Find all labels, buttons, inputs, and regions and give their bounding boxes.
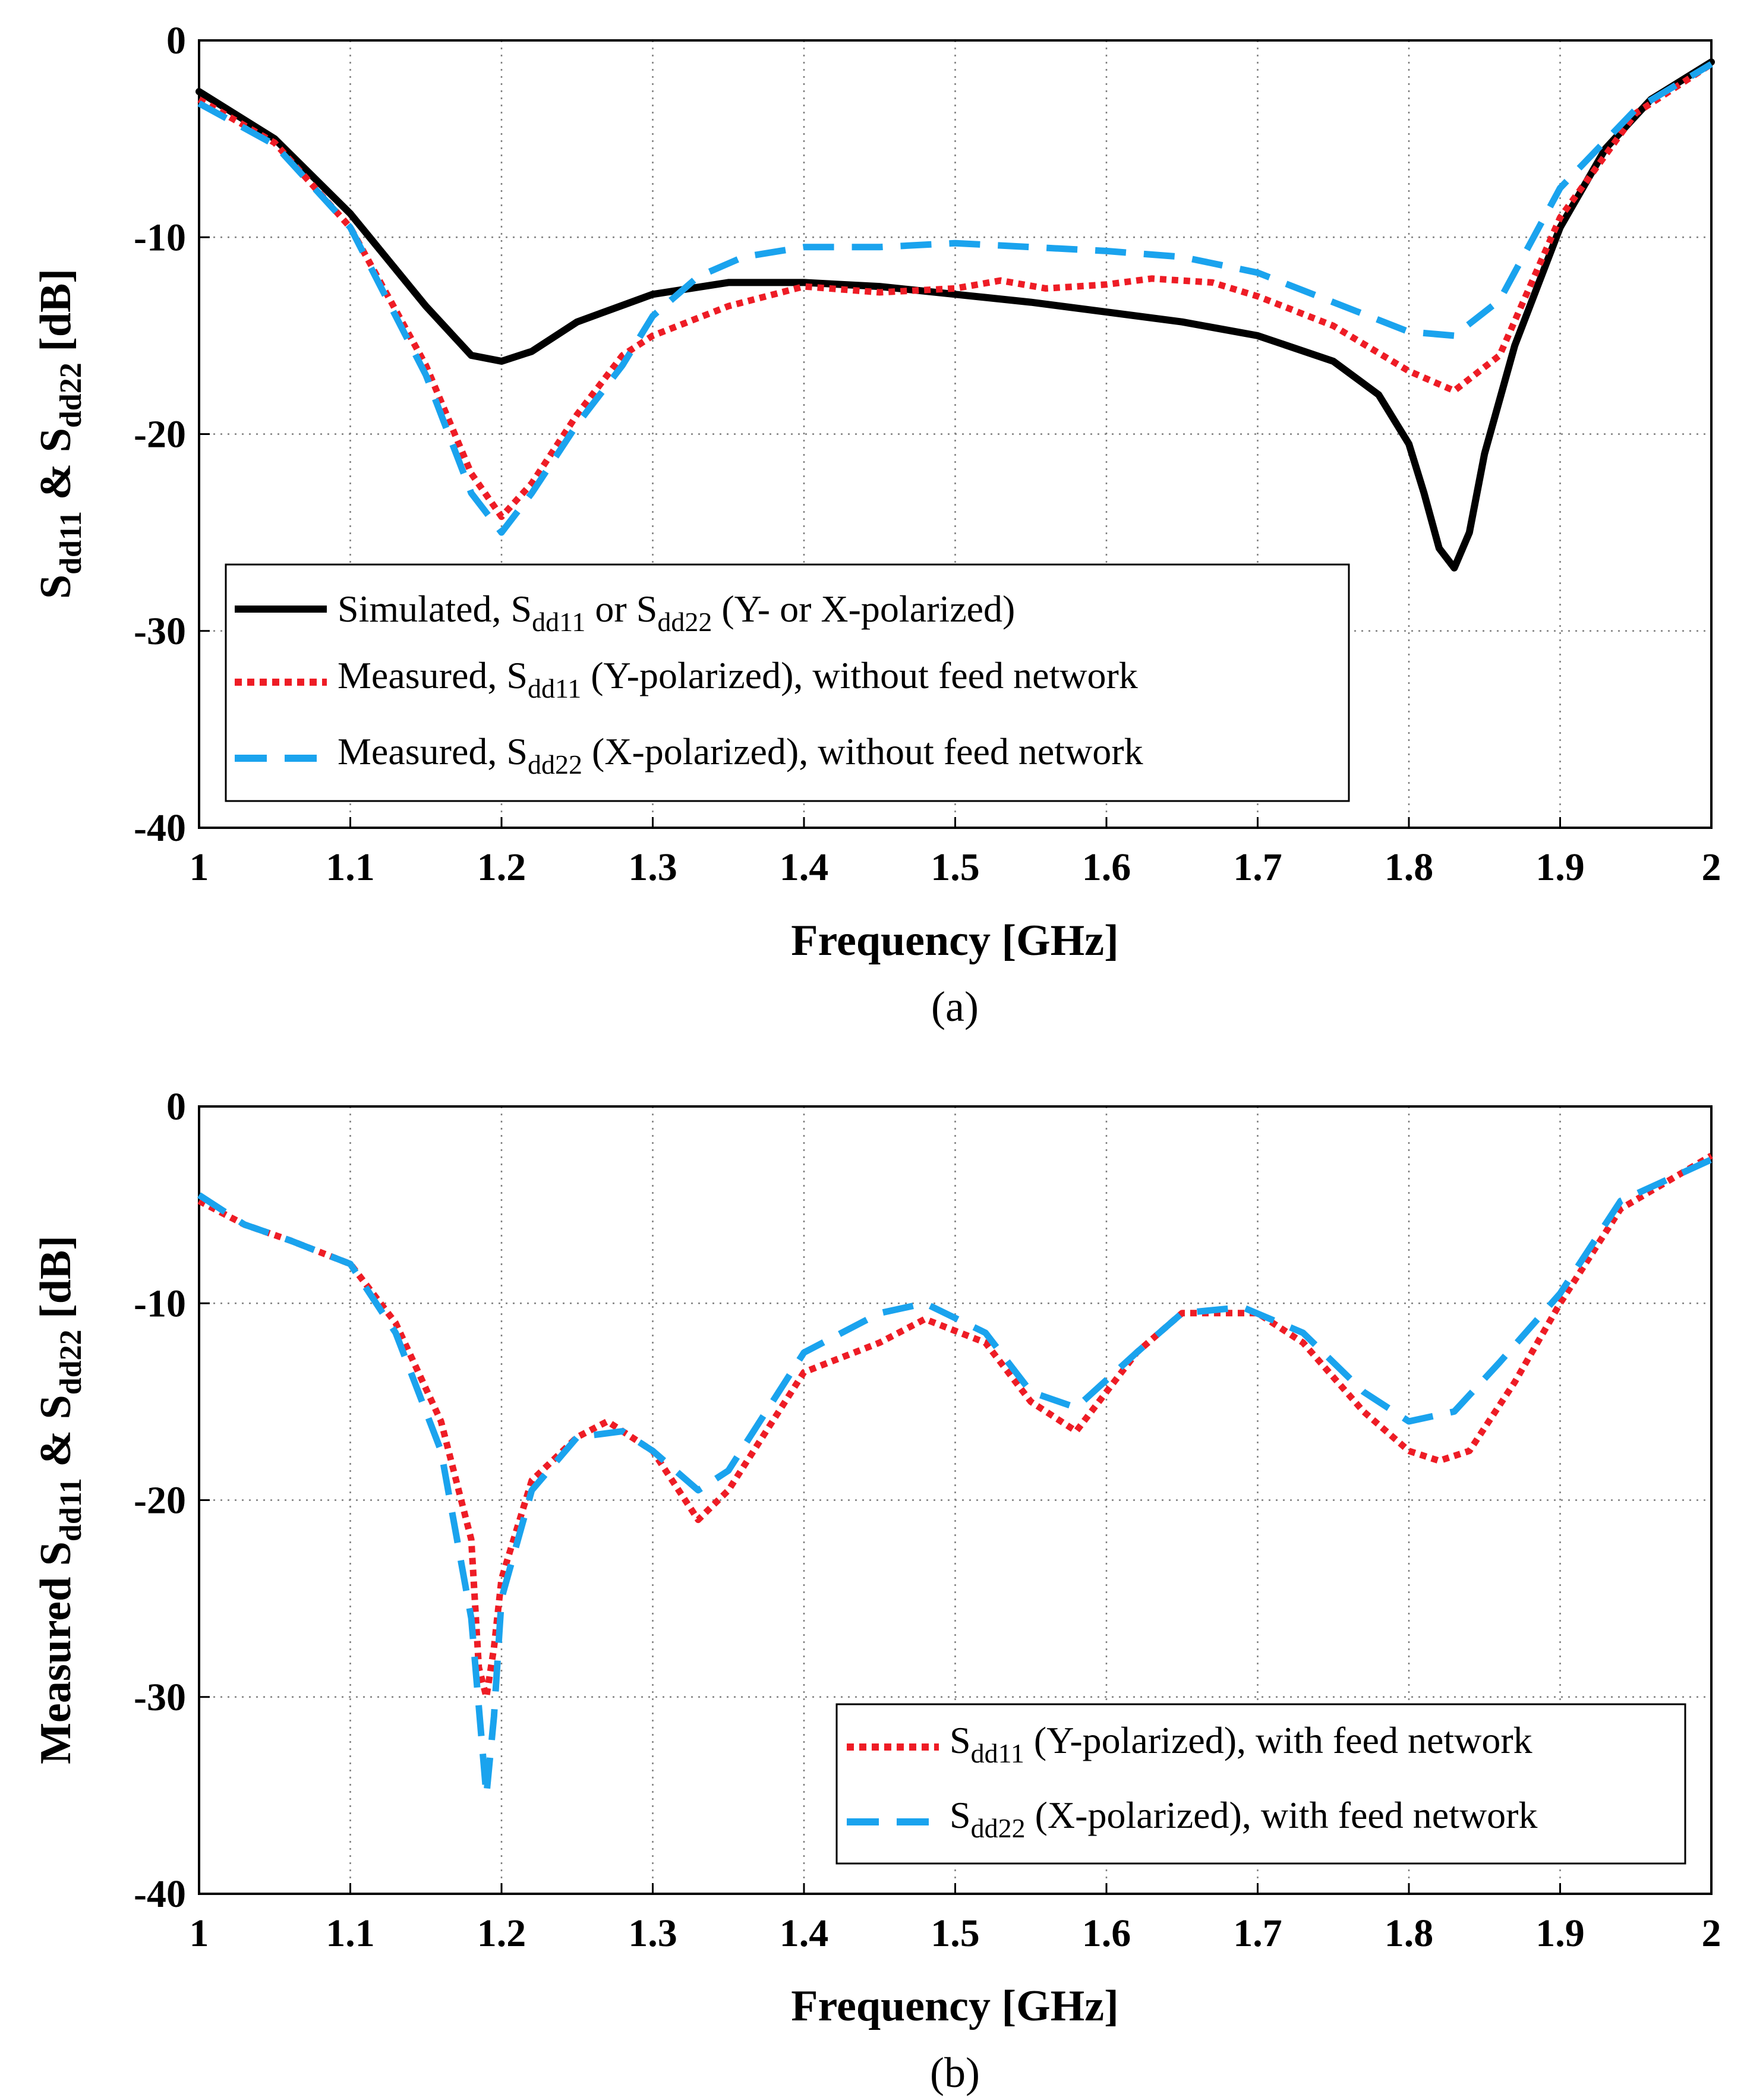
- chart-a-xtick-label: 1: [190, 846, 209, 889]
- chart-a-xtick-label: 1.1: [326, 846, 375, 889]
- chart-b-series-dashed-line: [197, 1156, 1713, 1799]
- chart-b-xtick-label: 1.8: [1385, 1912, 1434, 1955]
- chart-a-series: [195, 58, 1715, 572]
- chart-a-xlabel: Frequency [GHz]: [791, 916, 1118, 965]
- chart-a-y-ticks: 0 -10 -20 -30 -40: [134, 19, 186, 850]
- chart-a-xtick-label: 1.4: [780, 846, 829, 889]
- chart-b-xlabel: Frequency [GHz]: [791, 1982, 1118, 2030]
- chart-b-ytick-label: -10: [134, 1282, 186, 1325]
- chart-b-legend: Sdd11 (Y-polarized), with feed network S…: [835, 1703, 1686, 1865]
- chart-a-ytick-label: -10: [134, 216, 186, 259]
- chart-b-xtick-label: 1.5: [931, 1912, 980, 1955]
- chart-b-series: [197, 1153, 1713, 1799]
- chart-a-x-ticks: 1 1.1 1.2 1.3 1.4 1.5 1.6 1.7 1.8 1.9 2: [190, 846, 1721, 889]
- chart-a: 1 1.1 1.2 1.3 1.4 1.5 1.6 1.7 1.8 1.9 2 0 -10 -20 -30…: [31, 19, 1721, 1030]
- chart-a-legend-label-simulated: Simulated, Sdd11 or Sdd22 (Y- or X-polar…: [338, 588, 1015, 637]
- chart-a-caption: (a): [931, 983, 979, 1030]
- chart-a-series-dashed-line: [197, 61, 1713, 536]
- chart-a-xtick-label: 1.7: [1233, 846, 1282, 889]
- chart-b-xtick-label: 1.1: [326, 1912, 375, 1955]
- chart-b-xtick-label: 1.7: [1233, 1912, 1282, 1955]
- chart-a-xtick-label: 2: [1702, 846, 1721, 889]
- chart-a-xtick-label: 1.8: [1385, 846, 1434, 889]
- chart-b-ytick-label: -20: [134, 1479, 186, 1522]
- chart-b-legend-box: [835, 1703, 1686, 1865]
- chart-a-legend-label-measured-x: Measured, Sdd22 (X-polarized), without f…: [338, 730, 1143, 780]
- chart-a-ytick-label: -20: [134, 413, 186, 456]
- chart-a-xtick-label: 1.5: [931, 846, 980, 889]
- chart-b-ytick-label: 0: [166, 1085, 186, 1128]
- chart-a-ylabel: Sdd11 & Sdd22 [dB]: [31, 269, 88, 599]
- chart-b-ylabel: Measured Sdd11 & Sdd22 [dB]: [31, 1235, 88, 1764]
- chart-b-ytick-label: -40: [134, 1872, 186, 1916]
- chart-b-xtick-label: 1.9: [1535, 1912, 1585, 1955]
- chart-b-series-dotted-line: [197, 1153, 1713, 1701]
- chart-a-xtick-label: 1.3: [628, 846, 677, 889]
- chart-b-xtick-label: 1: [190, 1912, 209, 1955]
- chart-a-legend-box: [225, 563, 1350, 802]
- chart-b-xtick-label: 1.6: [1082, 1912, 1131, 1955]
- chart-b-x-ticks: 1 1.1 1.2 1.3 1.4 1.5 1.6 1.7 1.8 1.9 2: [190, 1912, 1721, 1955]
- chart-b-y-ticks: 0 -10 -20 -30 -40: [134, 1085, 186, 1916]
- chart-b-ytick-label: -30: [134, 1676, 186, 1719]
- chart-b-xtick-label: 1.3: [628, 1912, 677, 1955]
- chart-a-legend: Simulated, Sdd11 or Sdd22 (Y- or X-polar…: [225, 563, 1350, 802]
- chart-a-xtick-label: 1.9: [1535, 846, 1585, 889]
- chart-b-xtick-label: 1.2: [477, 1912, 526, 1955]
- chart-a-xtick-label: 1.2: [477, 846, 526, 889]
- chart-b: 1 1.1 1.2 1.3 1.4 1.5 1.6 1.7 1.8 1.9 2 0 -10 -20 -30…: [31, 1085, 1721, 2096]
- chart-a-ytick-label: -30: [134, 610, 186, 653]
- chart-a-series-dotted-line: [197, 61, 1714, 521]
- chart-a-ytick-label: 0: [166, 19, 186, 62]
- chart-a-legend-label-measured-y: Measured, Sdd11 (Y-polarized), without f…: [338, 654, 1138, 704]
- chart-b-xtick-label: 1.4: [780, 1912, 829, 1955]
- chart-b-caption: (b): [930, 2049, 980, 2096]
- chart-b-legend-label-sdd22: Sdd22 (X-polarized), with feed network: [950, 1794, 1537, 1843]
- chart-b-legend-label-sdd11: Sdd11 (Y-polarized), with feed network: [950, 1719, 1532, 1768]
- chart-a-ytick-label: -40: [134, 806, 186, 850]
- chart-a-xtick-label: 1.6: [1082, 846, 1131, 889]
- chart-a-series-solid-line: [195, 58, 1715, 572]
- chart-b-xtick-label: 2: [1702, 1912, 1721, 1955]
